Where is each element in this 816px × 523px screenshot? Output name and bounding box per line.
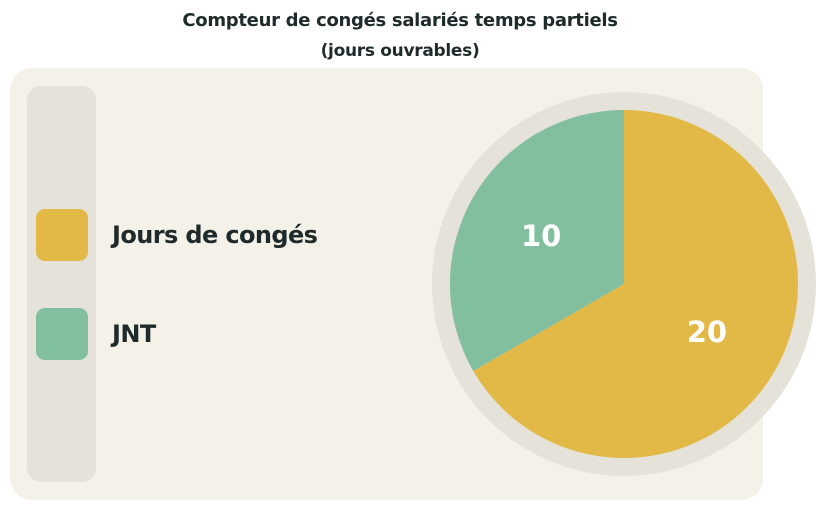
legend-panel [27,86,96,482]
legend-label-jnt: JNT [112,320,156,348]
chart-title: Compteur de congés salariés temps partie… [182,10,618,31]
pie-label-jours-de-conges: 20 [687,315,727,349]
pie-slice-jours-de-conges [473,110,798,458]
pie-slice-jnt [449,110,624,371]
legend-swatch-jnt [36,308,88,360]
legend-label-jours-de-conges: Jours de congés [112,221,318,249]
chart-subtitle: (jours ouvrables) [320,41,480,61]
legend-item-jnt: JNT [36,308,156,360]
pie-label-jnt: 10 [521,219,561,253]
legend-swatch-jours-de-conges [36,209,88,261]
legend-item-jours-de-conges: Jours de congés [36,209,318,261]
